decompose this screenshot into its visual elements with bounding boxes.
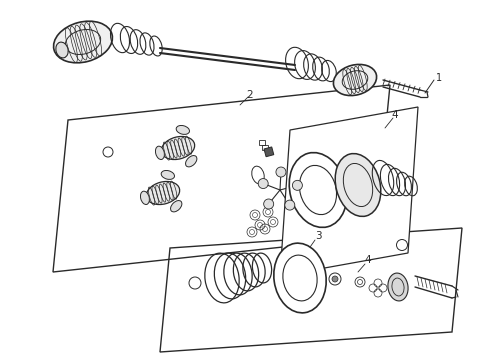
Bar: [264, 147, 274, 157]
Text: 3: 3: [315, 231, 321, 241]
Circle shape: [264, 199, 274, 209]
Text: 1: 1: [436, 73, 442, 83]
Circle shape: [285, 200, 295, 210]
Ellipse shape: [186, 156, 197, 167]
Text: 4: 4: [392, 110, 398, 120]
Bar: [262, 145, 268, 150]
Ellipse shape: [161, 171, 174, 179]
Text: 4: 4: [365, 255, 371, 265]
Ellipse shape: [388, 273, 408, 301]
Ellipse shape: [155, 146, 165, 159]
Ellipse shape: [176, 126, 190, 134]
Ellipse shape: [147, 181, 180, 204]
Ellipse shape: [335, 154, 381, 216]
Circle shape: [276, 167, 286, 177]
Circle shape: [258, 179, 268, 189]
Circle shape: [293, 180, 302, 190]
Ellipse shape: [274, 243, 326, 313]
Bar: [259, 140, 265, 145]
Ellipse shape: [56, 42, 68, 58]
Ellipse shape: [141, 191, 149, 204]
Text: 2: 2: [246, 90, 253, 100]
Circle shape: [332, 276, 338, 282]
Ellipse shape: [161, 136, 195, 159]
Ellipse shape: [53, 21, 112, 63]
Ellipse shape: [333, 64, 377, 95]
Ellipse shape: [171, 201, 182, 212]
Polygon shape: [280, 107, 418, 276]
Ellipse shape: [289, 153, 347, 228]
